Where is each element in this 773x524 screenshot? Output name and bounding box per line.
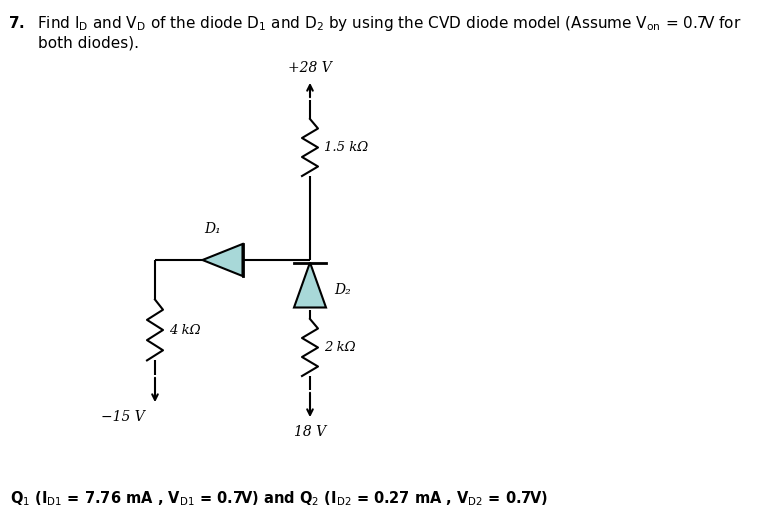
Text: D₂: D₂ xyxy=(334,283,351,297)
Text: +28 V: +28 V xyxy=(288,61,332,75)
Text: 1.5 kΩ: 1.5 kΩ xyxy=(324,141,368,154)
Polygon shape xyxy=(203,244,243,276)
Text: 18 V: 18 V xyxy=(294,425,326,439)
Polygon shape xyxy=(294,263,326,308)
Text: 4 kΩ: 4 kΩ xyxy=(169,323,201,336)
Text: 2 kΩ: 2 kΩ xyxy=(324,341,356,354)
Text: $\mathbf{7.}$  Find I$_\mathrm{D}$ and V$_\mathrm{D}$ of the diode D$_1$ and D$_: $\mathbf{7.}$ Find I$_\mathrm{D}$ and V$… xyxy=(8,14,741,33)
Text: Q$_1$ (I$_{\mathrm{D1}}$ = 7.76 mA , V$_{\mathrm{D1}}$ = 0.7V) and Q$_2$ (I$_{\m: Q$_1$ (I$_{\mathrm{D1}}$ = 7.76 mA , V$_… xyxy=(10,489,548,508)
Text: both diodes).: both diodes). xyxy=(38,36,139,51)
Text: −15 V: −15 V xyxy=(101,410,145,424)
Text: D₁: D₁ xyxy=(204,222,221,236)
